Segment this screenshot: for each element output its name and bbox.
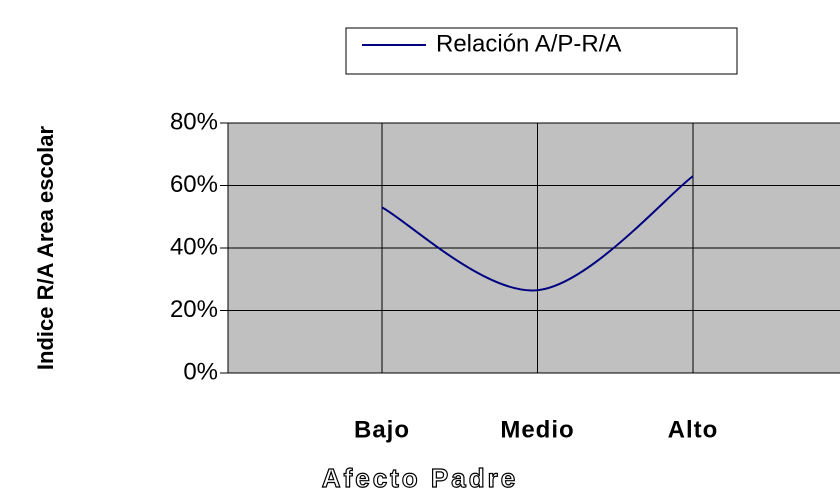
- x-tick-label: Bajo: [354, 416, 410, 443]
- legend-label: Relación A/P-R/A: [436, 30, 621, 57]
- legend-box: [345, 27, 738, 75]
- y-tick-label: 80%: [170, 108, 218, 135]
- x-axis-title: Afecto Padre: [322, 463, 518, 493]
- y-tick-label: 40%: [170, 233, 218, 260]
- series-line: [381, 175, 694, 292]
- y-axis-title: Indice R/A Area escolar: [33, 125, 58, 371]
- y-tick-label: 20%: [170, 296, 218, 323]
- y-tick-label: 60%: [170, 171, 218, 198]
- x-tick-label: Alto: [668, 416, 719, 443]
- x-tick-label: Medio: [500, 416, 574, 443]
- y-tick-label: 0%: [183, 358, 218, 385]
